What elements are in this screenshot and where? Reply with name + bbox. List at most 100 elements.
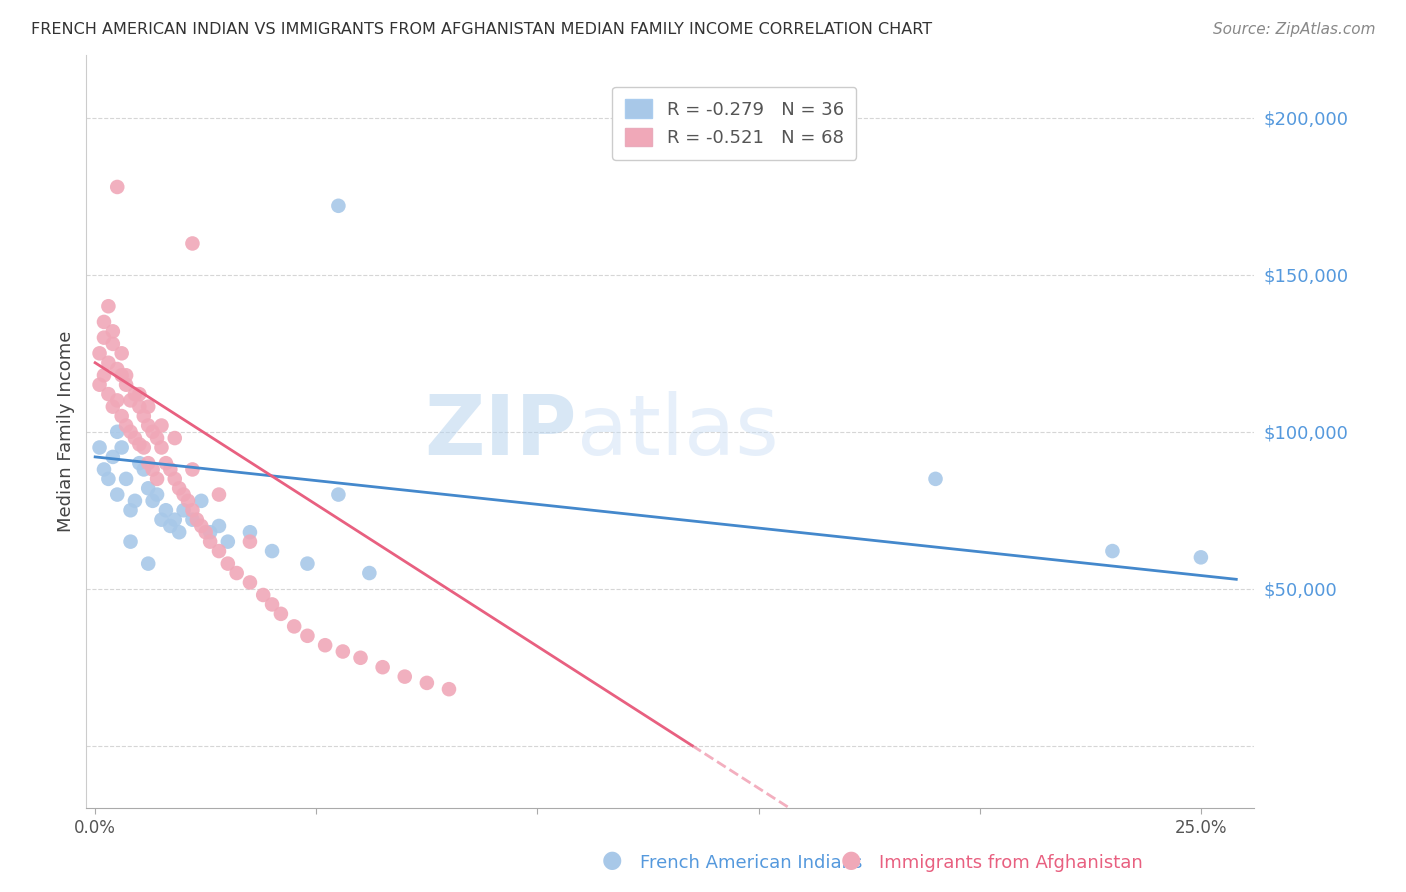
Point (120, 534, 142, 549)
Point (186, 513, 208, 527)
Point (217, 557, 239, 571)
Point (115, 472, 138, 486)
Point (97, 472, 120, 486)
Legend: R = -0.279   N = 36, R = -0.521   N = 68: R = -0.279 N = 36, R = -0.521 N = 68 (613, 87, 856, 160)
Text: French American Indians: French American Indians (640, 855, 862, 872)
Point (924, 472, 946, 486)
Point (115, 418, 138, 433)
Point (89, 441, 111, 455)
Point (101, 400, 124, 414)
Point (150, 513, 173, 527)
Point (105, 425, 128, 439)
Point (328, 487, 350, 501)
Point (146, 472, 169, 486)
Point (136, 557, 159, 571)
Point (132, 441, 155, 455)
Point (297, 557, 319, 571)
Point (239, 534, 262, 549)
Text: FRENCH AMERICAN INDIAN VS IMMIGRANTS FROM AFGHANISTAN MEDIAN FAMILY INCOME CORRE: FRENCH AMERICAN INDIAN VS IMMIGRANTS FRO… (31, 22, 932, 37)
Point (105, 362, 128, 376)
Point (173, 503, 195, 517)
Point (1101, 544, 1123, 558)
Point (142, 462, 165, 476)
Point (132, 462, 155, 476)
Point (163, 472, 186, 486)
Y-axis label: Median Family Income: Median Family Income (58, 331, 75, 533)
Point (132, 409, 155, 423)
Point (93, 331, 115, 345)
Text: atlas: atlas (576, 392, 779, 472)
Point (208, 487, 231, 501)
Point (136, 400, 159, 414)
Point (190, 493, 212, 508)
Point (120, 425, 142, 439)
Point (115, 368, 138, 383)
Text: Source: ZipAtlas.com: Source: ZipAtlas.com (1212, 22, 1375, 37)
Point (260, 544, 283, 558)
Point (163, 513, 186, 527)
Point (128, 387, 150, 401)
Point (260, 598, 283, 612)
Point (239, 575, 262, 590)
Point (217, 534, 239, 549)
Point (150, 441, 173, 455)
Point (155, 503, 177, 517)
Point (416, 676, 439, 690)
Text: ZIP: ZIP (425, 392, 576, 472)
Point (142, 425, 165, 439)
Point (101, 324, 124, 338)
Point (97, 299, 120, 313)
Text: ●: ● (841, 848, 860, 872)
Point (198, 534, 221, 549)
Point (124, 431, 146, 445)
Point (111, 409, 134, 423)
Point (136, 456, 159, 470)
Point (181, 503, 204, 517)
Point (128, 437, 150, 451)
Point (328, 199, 350, 213)
Point (150, 418, 173, 433)
Point (120, 503, 142, 517)
Point (208, 519, 231, 533)
Point (146, 487, 169, 501)
Point (105, 393, 128, 408)
Point (181, 513, 204, 527)
Point (283, 619, 305, 633)
Point (89, 377, 111, 392)
Point (225, 566, 247, 580)
Point (208, 544, 231, 558)
Point (159, 519, 181, 533)
Point (124, 387, 146, 401)
Text: Immigrants from Afghanistan: Immigrants from Afghanistan (879, 855, 1143, 872)
Point (93, 462, 115, 476)
Point (115, 377, 138, 392)
Point (97, 387, 120, 401)
Point (93, 315, 115, 329)
Text: ●: ● (602, 848, 621, 872)
Point (136, 481, 159, 495)
Point (128, 400, 150, 414)
Point (270, 607, 292, 621)
Point (155, 456, 177, 470)
Point (111, 368, 134, 383)
Point (105, 487, 128, 501)
Point (101, 337, 124, 351)
Point (437, 682, 460, 697)
Point (163, 431, 186, 445)
Point (173, 487, 195, 501)
Point (181, 462, 204, 476)
Point (89, 346, 111, 360)
Point (111, 441, 134, 455)
Point (111, 346, 134, 360)
Point (146, 431, 169, 445)
Point (181, 236, 204, 251)
Point (332, 644, 354, 658)
Point (190, 519, 212, 533)
Point (159, 462, 181, 476)
Point (314, 638, 336, 652)
Point (252, 588, 274, 602)
Point (371, 660, 394, 674)
Point (167, 481, 190, 495)
Point (142, 493, 165, 508)
Point (349, 650, 371, 665)
